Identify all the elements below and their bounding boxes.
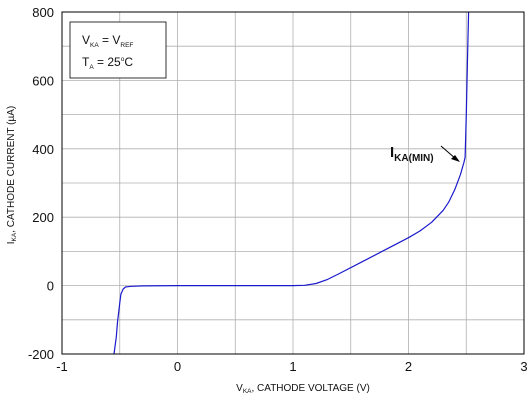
tick-labels: -1 0 1 2 3 -200 0 200 400 600 800 [28, 5, 528, 374]
y-tick-label: 200 [32, 210, 54, 225]
y-tick-label: 600 [32, 73, 54, 88]
x-tick-label: 2 [405, 359, 412, 374]
y-tick-label: 0 [47, 279, 54, 294]
plot-frame [61, 11, 525, 355]
y-axis-label: IKA, CATHODE CURRENT (µA) [6, 106, 18, 245]
x-tick-label: 0 [174, 359, 181, 374]
x-tick-label: -1 [56, 359, 68, 374]
y-tick-label: 800 [32, 5, 54, 20]
y-tick-label: 400 [32, 142, 54, 157]
series-lines [113, 11, 470, 355]
series-line [113, 11, 470, 355]
x-axis-label: VKA, CATHODE VOLTAGE (V) [236, 383, 370, 395]
conditions-box: VKA = VREF TA = 25oC [69, 21, 167, 79]
ika-min-arrow-head [451, 155, 460, 162]
x-tick-label: 3 [520, 359, 527, 374]
condition-ta: TA = 25oC [82, 55, 133, 71]
y-tick-label: -200 [28, 347, 54, 362]
condition-vka: VKA = VREF [82, 33, 133, 49]
x-tick-label: 1 [289, 359, 296, 374]
ika-min-annotation: IKA(MIN) [390, 144, 460, 164]
ika-min-label: IKA(MIN) [390, 144, 434, 164]
